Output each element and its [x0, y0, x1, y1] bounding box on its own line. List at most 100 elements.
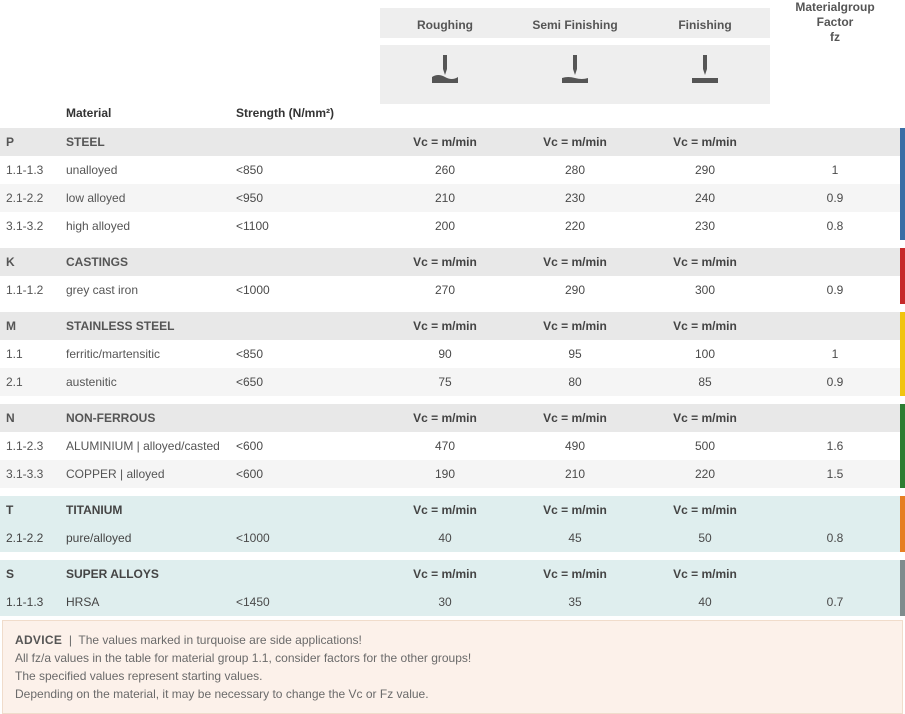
vc-roughing: 470	[380, 432, 510, 460]
roughing-icon	[380, 45, 510, 104]
material-name: unalloyed	[60, 156, 230, 184]
material-strength: <1100	[230, 212, 380, 240]
vc-unit: Vc = m/min	[510, 312, 640, 340]
material-name: austenitic	[60, 368, 230, 396]
material-code: 1.1-2.3	[0, 432, 60, 460]
vc-semifinishing: 230	[510, 184, 640, 212]
material-code: 2.1-2.2	[0, 184, 60, 212]
fz-factor: 0.7	[770, 588, 900, 616]
material-name: HRSA	[60, 588, 230, 616]
vc-semifinishing: 220	[510, 212, 640, 240]
material-data-row: 3.1-3.3COPPER | alloyed<6001902102201.5	[0, 460, 905, 488]
vc-unit: Vc = m/min	[380, 496, 510, 524]
advice-title: ADVICE	[15, 633, 62, 647]
group-name: STAINLESS STEEL	[60, 312, 230, 340]
group-code: N	[0, 404, 60, 432]
material-name: low alloyed	[60, 184, 230, 212]
vc-unit: Vc = m/min	[380, 128, 510, 156]
group-accent	[900, 460, 905, 488]
group-accent	[900, 248, 905, 276]
group-accent	[900, 276, 905, 304]
material-data-row: 2.1-2.2pure/alloyed<10004045500.8	[0, 524, 905, 552]
vc-unit: Vc = m/min	[640, 248, 770, 276]
material-group-row: MSTAINLESS STEELVc = m/minVc = m/minVc =…	[0, 312, 905, 340]
vc-unit: Vc = m/min	[640, 404, 770, 432]
material-data-row: 1.1ferritic/martensitic<85090951001	[0, 340, 905, 368]
material-code: 3.1-3.3	[0, 460, 60, 488]
material-code: 1.1-1.2	[0, 276, 60, 304]
vc-unit: Vc = m/min	[640, 560, 770, 588]
vc-unit: Vc = m/min	[380, 404, 510, 432]
material-name: ferritic/martensitic	[60, 340, 230, 368]
group-code: M	[0, 312, 60, 340]
material-strength: <650	[230, 368, 380, 396]
group-accent	[900, 560, 905, 588]
material-name: high alloyed	[60, 212, 230, 240]
material-strength: <850	[230, 156, 380, 184]
fz-factor: 0.8	[770, 212, 900, 240]
group-accent	[900, 128, 905, 156]
vc-semifinishing: 95	[510, 340, 640, 368]
vc-unit: Vc = m/min	[380, 248, 510, 276]
header-icons	[0, 45, 905, 104]
fz-factor: 1.6	[770, 432, 900, 460]
group-accent	[900, 340, 905, 368]
material-strength: <600	[230, 432, 380, 460]
group-code: P	[0, 128, 60, 156]
vc-finishing: 85	[640, 368, 770, 396]
vc-roughing: 270	[380, 276, 510, 304]
vc-unit: Vc = m/min	[510, 404, 640, 432]
col-material-label: Material	[60, 104, 230, 122]
material-group-row: KCASTINGSVc = m/minVc = m/minVc = m/min	[0, 248, 905, 276]
material-data-row: 3.1-3.2high alloyed<11002002202300.8	[0, 212, 905, 240]
group-accent	[900, 212, 905, 240]
vc-semifinishing: 490	[510, 432, 640, 460]
group-name: STEEL	[60, 128, 230, 156]
vc-roughing: 30	[380, 588, 510, 616]
group-code: T	[0, 496, 60, 524]
fz-factor: 1.5	[770, 460, 900, 488]
material-code: 1.1-1.3	[0, 588, 60, 616]
advice-line: All fz/a values in the table for materia…	[15, 651, 471, 665]
fz-factor: 0.9	[770, 368, 900, 396]
vc-roughing: 190	[380, 460, 510, 488]
material-code: 2.1	[0, 368, 60, 396]
group-accent	[900, 404, 905, 432]
vc-unit: Vc = m/min	[640, 128, 770, 156]
material-strength: <1000	[230, 276, 380, 304]
advice-line: The specified values represent starting …	[15, 669, 262, 683]
group-code: K	[0, 248, 60, 276]
material-name: grey cast iron	[60, 276, 230, 304]
group-accent	[900, 156, 905, 184]
material-name: ALUMINIUM | alloyed/casted	[60, 432, 230, 460]
group-accent	[900, 496, 905, 524]
vc-semifinishing: 280	[510, 156, 640, 184]
header-operations: Roughing Semi Finishing Finishing Materi…	[0, 0, 905, 45]
fz-factor: 1	[770, 340, 900, 368]
col-semifinishing-label: Semi Finishing	[510, 8, 640, 38]
material-strength: <950	[230, 184, 380, 212]
material-data-row: 1.1-2.3ALUMINIUM | alloyed/casted<600470…	[0, 432, 905, 460]
material-code: 3.1-3.2	[0, 212, 60, 240]
col-strength-label: Strength (N/mm²)	[230, 104, 380, 122]
material-code: 1.1-1.3	[0, 156, 60, 184]
group-code: S	[0, 560, 60, 588]
group-accent	[900, 368, 905, 396]
vc-roughing: 200	[380, 212, 510, 240]
group-accent	[900, 524, 905, 552]
vc-semifinishing: 210	[510, 460, 640, 488]
vc-roughing: 210	[380, 184, 510, 212]
material-name: pure/alloyed	[60, 524, 230, 552]
col-finishing-label: Finishing	[640, 8, 770, 38]
vc-unit: Vc = m/min	[510, 560, 640, 588]
group-name: SUPER ALLOYS	[60, 560, 230, 588]
col-factor-label: Materialgroup Factor fz	[770, 0, 900, 45]
group-name: TITANIUM	[60, 496, 230, 524]
advice-line: The values marked in turquoise are side …	[78, 633, 362, 647]
group-accent	[900, 312, 905, 340]
material-data-row: 2.1austenitic<6507580850.9	[0, 368, 905, 396]
material-data-row: 2.1-2.2low alloyed<9502102302400.9	[0, 184, 905, 212]
material-code: 2.1-2.2	[0, 524, 60, 552]
header-column-labels: Material Strength (N/mm²)	[0, 104, 905, 128]
material-group-row: SSUPER ALLOYSVc = m/minVc = m/minVc = m/…	[0, 560, 905, 588]
